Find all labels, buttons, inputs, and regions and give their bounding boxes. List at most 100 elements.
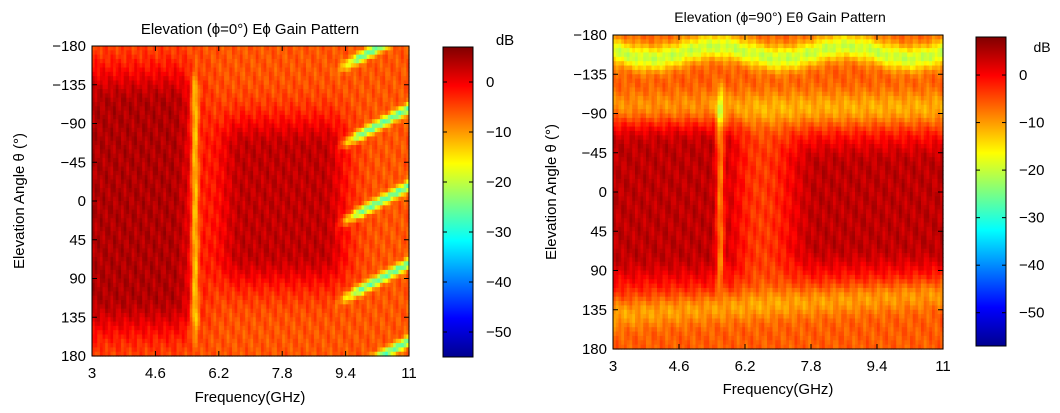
heatmap-cell [268, 256, 273, 262]
heatmap-cell [205, 183, 209, 189]
heatmap-cell [92, 256, 96, 262]
heatmap-cell [253, 291, 257, 297]
heatmap-cell [158, 93, 162, 99]
heatmap-cell [197, 63, 201, 69]
heatmap-cell [250, 231, 254, 237]
heatmap-cell [144, 89, 149, 94]
heatmap-cell [92, 170, 96, 176]
heatmap-cell [176, 114, 180, 120]
heatmap-cell [274, 71, 278, 77]
heatmap-cell [99, 106, 104, 112]
heatmap-cell [187, 222, 191, 228]
heatmap-cell [210, 347, 215, 353]
heatmap-cell [263, 114, 267, 120]
heatmap-cell [134, 287, 138, 293]
heatmap-cell [158, 179, 162, 185]
heatmap-cell [176, 325, 180, 331]
heatmap-cell [202, 330, 207, 336]
heatmap-cell [142, 278, 146, 284]
heatmap-cell [242, 330, 246, 336]
heatmap-cell [155, 157, 159, 163]
heatmap-cell [197, 76, 201, 82]
heatmap-cell [200, 179, 204, 185]
heatmap-cell [163, 282, 167, 288]
heatmap-cell [118, 145, 122, 150]
heatmap-cell [200, 162, 204, 168]
heatmap-cell [229, 218, 233, 224]
heatmap-cell [115, 261, 120, 267]
heatmap-cell [250, 209, 254, 215]
heatmap-cell [128, 235, 133, 241]
heatmap-cell [152, 123, 156, 129]
heatmap-cell [245, 252, 249, 258]
heatmap-cell [239, 76, 244, 82]
heatmap-cell [118, 261, 122, 267]
heatmap-cell [92, 46, 96, 51]
heatmap-cell [226, 304, 230, 310]
heatmap-cell [250, 226, 254, 232]
heatmap-cell [266, 334, 270, 340]
heatmap-cell [192, 274, 196, 280]
heatmap-cell [189, 80, 193, 86]
heatmap-cell [253, 76, 257, 82]
heatmap-cell [189, 89, 193, 94]
heatmap-cell [155, 89, 159, 94]
heatmap-cell [176, 166, 180, 172]
heatmap-cell [274, 80, 278, 86]
heatmap-cell [165, 321, 170, 327]
heatmap-cell [226, 201, 230, 206]
heatmap-cell [176, 93, 180, 99]
heatmap-cell [247, 170, 252, 176]
heatmap-cell [237, 46, 241, 51]
heatmap-cell [150, 209, 154, 215]
heatmap-cell [210, 317, 215, 323]
heatmap-cell [152, 347, 156, 353]
heatmap-cell [245, 244, 249, 249]
heatmap-cell [97, 149, 101, 155]
heatmap-cell [213, 46, 217, 51]
heatmap-cell [226, 183, 230, 189]
heatmap-cell [218, 222, 223, 228]
heatmap-cell [99, 325, 104, 331]
heatmap-cell [107, 231, 112, 237]
heatmap-cell [97, 325, 101, 331]
heatmap-cell [245, 295, 249, 301]
heatmap-cell [176, 256, 180, 262]
heatmap-cell [218, 321, 223, 327]
heatmap-cell [136, 93, 141, 99]
heatmap-cell [224, 265, 228, 271]
heatmap-cell [118, 269, 122, 275]
heatmap-cell [202, 265, 207, 271]
heatmap-cell [131, 162, 135, 168]
heatmap-cell [168, 84, 172, 90]
heatmap-cell [184, 278, 188, 284]
heatmap-cell [163, 170, 167, 176]
heatmap-cell [216, 114, 220, 120]
heatmap-cell [234, 201, 238, 206]
heatmap-cell [226, 119, 230, 125]
heatmap-cell [160, 63, 164, 69]
heatmap-cell [184, 140, 188, 146]
heatmap-cell [144, 84, 149, 90]
heatmap-cell [165, 179, 170, 185]
heatmap-cell [107, 46, 112, 51]
heatmap-cell [123, 46, 127, 51]
heatmap-cell [218, 97, 223, 103]
heatmap-cell [168, 256, 172, 262]
heatmap-cell [250, 317, 254, 323]
heatmap-cell [179, 222, 183, 228]
heatmap-cell [158, 295, 162, 301]
heatmap-cell [163, 325, 167, 331]
heatmap-cell [197, 244, 201, 249]
heatmap-cell [176, 50, 180, 56]
heatmap-cell [142, 153, 146, 159]
heatmap-cell [216, 119, 220, 125]
heatmap-cell [242, 76, 246, 82]
heatmap-cell [263, 183, 267, 189]
heatmap-cell [258, 226, 262, 232]
heatmap-cell [195, 205, 199, 211]
heatmap-cell [234, 325, 238, 331]
heatmap-cell [126, 256, 130, 262]
heatmap-cell [176, 218, 180, 224]
heatmap-cell [266, 351, 270, 357]
